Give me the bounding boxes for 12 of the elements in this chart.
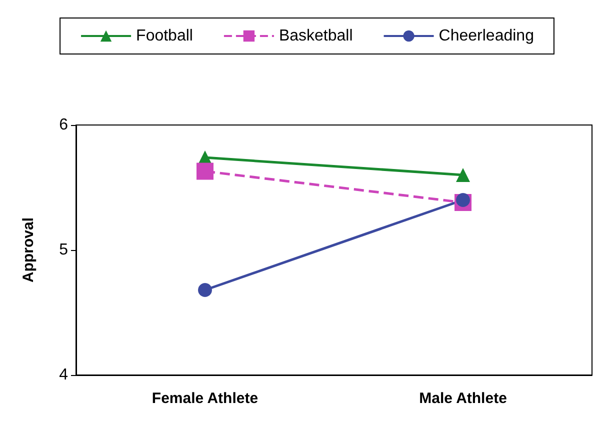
point	[196, 162, 214, 180]
y-axis-title: Approval	[20, 217, 37, 283]
point	[456, 193, 470, 207]
y-tick-label: 6	[59, 116, 68, 134]
legend-label: Football	[136, 28, 193, 44]
y-tick-label: 5	[59, 242, 68, 258]
point	[198, 283, 212, 297]
y-tick-label: 4	[59, 366, 68, 384]
x-tick-label: Male Athlete	[419, 390, 507, 407]
legend-label: Basketball	[278, 28, 353, 44]
x-tick-label: Female Athlete	[152, 390, 258, 407]
legend-label: Cheerleading	[438, 28, 534, 44]
